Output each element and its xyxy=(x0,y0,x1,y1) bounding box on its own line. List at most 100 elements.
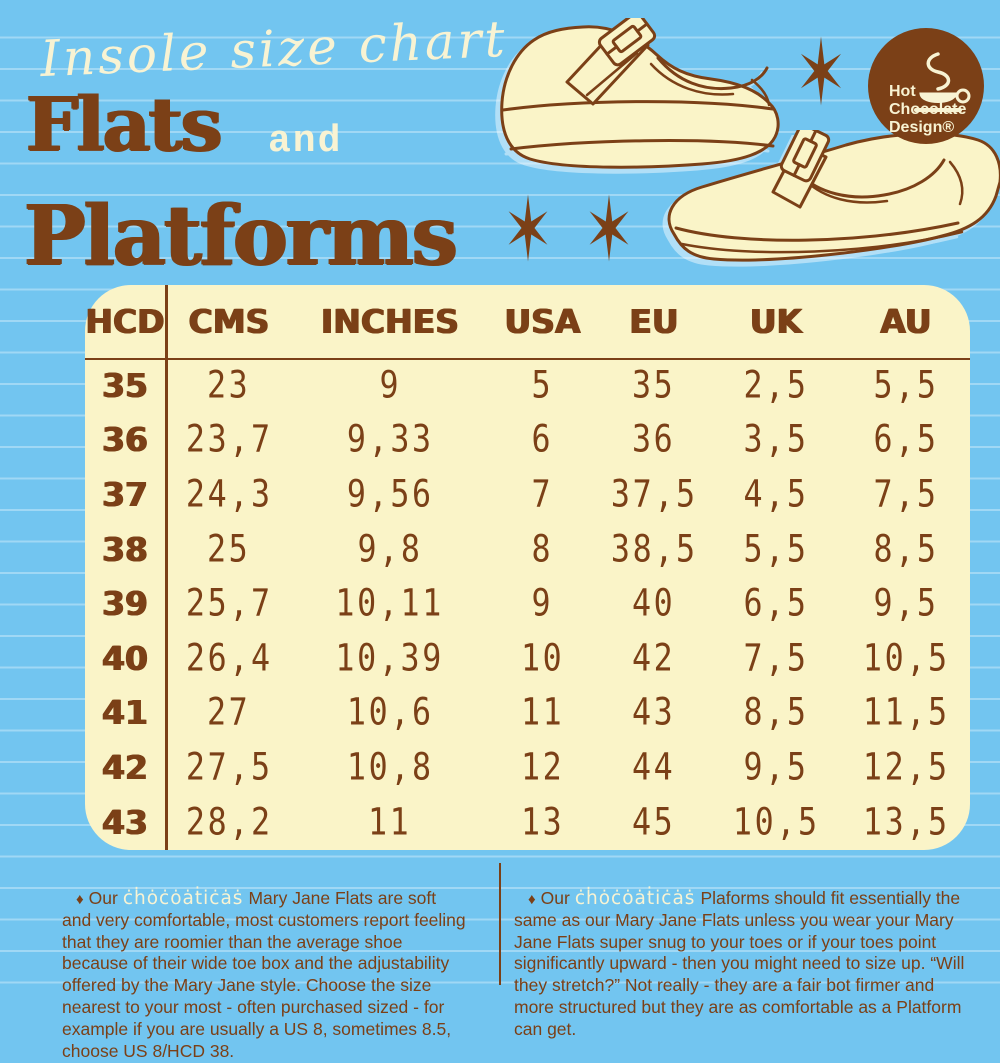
title-platforms: Platforms xyxy=(24,188,458,284)
size-row-hcd: 39 xyxy=(102,584,148,624)
size-table-panel: HCD CMS INCHES USA EU UK AU 35 23 9 5 35 2,5 5… xyxy=(85,285,970,850)
size-cell: 10,8 xyxy=(346,745,434,789)
size-cell: 10 xyxy=(520,636,565,680)
size-cell: 24,3 xyxy=(185,472,273,517)
footnote-prefix: Our xyxy=(540,887,570,908)
size-cell: 38,5 xyxy=(610,527,698,571)
size-cell: 11,5 xyxy=(862,691,950,735)
size-cell: 11 xyxy=(520,691,565,735)
size-cell: 45 xyxy=(632,800,676,844)
size-cell: 10,5 xyxy=(862,636,950,680)
footnote-divider xyxy=(499,863,501,985)
size-cell: 37,5 xyxy=(610,472,698,517)
size-cell: 5,5 xyxy=(873,363,939,407)
star-icon xyxy=(800,36,842,106)
size-cell: 44 xyxy=(632,745,676,789)
size-cell: 10,6 xyxy=(346,691,434,735)
size-row-hcd: 36 xyxy=(102,420,148,460)
size-row-hcd: 43 xyxy=(102,802,148,842)
size-cell: 4,5 xyxy=(743,472,809,517)
footnote-platforms: ♦ Our ċḣȯċȯȧṫiċȧṡ Plaforms should fit essen… xyxy=(514,887,966,1041)
logo-text-line1: Hot xyxy=(889,83,916,100)
size-cell: 36 xyxy=(632,418,676,462)
size-cell: 9 xyxy=(379,363,401,407)
size-cell: 43 xyxy=(632,691,676,735)
column-header-usa: USA xyxy=(504,302,581,341)
size-cell: 7 xyxy=(531,472,554,517)
footnote-text: Plaforms should fit essentially the same… xyxy=(514,887,965,1040)
size-cell: 26,4 xyxy=(185,636,273,680)
title-and: and xyxy=(268,120,343,163)
hot-chocolate-design-logo: Hot Chocolate Design® xyxy=(868,28,984,144)
brand-word-chocolaticas: ċḣȯċȯȧṫiċȧṡ xyxy=(574,887,696,909)
header-row-divider xyxy=(85,358,970,360)
buckle-icon xyxy=(597,18,657,67)
title-flats: Flats xyxy=(26,82,222,168)
platform-shoe-illustration xyxy=(500,18,780,169)
size-row-hcd: 38 xyxy=(102,529,148,569)
flat-shoe-illustration xyxy=(667,130,1000,262)
star-icon xyxy=(508,194,548,262)
size-cell: 27,5 xyxy=(185,745,273,789)
size-cell: 9,33 xyxy=(346,418,434,462)
size-cell: 9,56 xyxy=(346,472,434,517)
size-row-hcd: 35 xyxy=(102,365,148,405)
hcd-column-divider xyxy=(165,285,168,850)
footnote-flats: ♦ Our ċḣȯċȯȧṫiċȧṡ Mary Jane Flats are soft … xyxy=(62,887,470,1063)
column-header-hcd: HCD xyxy=(85,302,165,341)
size-table: HCD CMS INCHES USA EU UK AU 35 23 9 5 35 2,5 5… xyxy=(85,285,970,850)
logo-text-line2: Chocolate xyxy=(889,101,966,118)
column-header-eu: EU xyxy=(629,302,679,341)
size-cell: 35 xyxy=(632,363,676,407)
size-cell: 6 xyxy=(531,418,554,462)
size-cell: 10,11 xyxy=(335,582,445,626)
size-cell: 11 xyxy=(368,800,412,844)
diamond-bullet-icon: ♦ xyxy=(76,890,84,908)
size-cell: 9,5 xyxy=(743,745,809,789)
size-cell: 23,7 xyxy=(185,418,273,462)
size-cell: 8,5 xyxy=(873,527,939,571)
logo-circle xyxy=(868,28,984,144)
size-cell: 13,5 xyxy=(862,800,950,844)
size-cell: 13 xyxy=(520,800,565,844)
column-header-uk: UK xyxy=(749,302,803,341)
size-cell: 42 xyxy=(632,636,676,680)
logo-text-line3: Design® xyxy=(889,119,954,136)
column-header-cms: CMS xyxy=(188,302,270,341)
size-cell: 6,5 xyxy=(873,418,939,462)
size-cell: 9 xyxy=(531,582,554,626)
size-row-hcd: 41 xyxy=(102,693,148,733)
size-cell: 5 xyxy=(531,363,554,407)
size-cell: 28,2 xyxy=(185,800,273,844)
size-cell: 10,39 xyxy=(335,636,445,680)
column-header-au: AU xyxy=(880,302,932,341)
size-cell: 25 xyxy=(207,527,251,571)
size-cell: 8 xyxy=(531,527,554,571)
diamond-bullet-icon: ♦ xyxy=(528,890,536,908)
size-cell: 9,8 xyxy=(357,527,423,571)
star-icon xyxy=(589,194,629,262)
page-title-script: Insole size chart xyxy=(38,9,509,89)
size-cell: 9,5 xyxy=(873,582,939,626)
size-cell: 3,5 xyxy=(743,418,809,462)
footnote-prefix: Our xyxy=(88,887,118,908)
size-cell: 6,5 xyxy=(743,582,809,626)
size-cell: 27 xyxy=(207,691,251,735)
size-cell: 10,5 xyxy=(732,800,820,844)
size-row-hcd: 37 xyxy=(102,474,148,514)
size-cell: 12 xyxy=(520,745,565,789)
footnote-text: Mary Jane Flats are soft and very comfor… xyxy=(62,887,466,1061)
hot-chocolate-cup-icon xyxy=(914,52,971,112)
column-header-inches: INCHES xyxy=(320,302,460,341)
size-cell: 8,5 xyxy=(743,691,809,735)
buckle-icon xyxy=(779,130,831,183)
size-row-hcd: 42 xyxy=(102,747,148,787)
size-cell: 23 xyxy=(207,363,251,407)
size-cell: 7,5 xyxy=(873,472,939,517)
size-cell: 40 xyxy=(632,582,676,626)
size-cell: 5,5 xyxy=(743,527,809,571)
size-row-hcd: 40 xyxy=(102,638,148,678)
brand-word-chocolaticas: ċḣȯċȯȧṫiċȧṡ xyxy=(122,887,244,909)
size-cell: 12,5 xyxy=(862,745,950,789)
size-cell: 25,7 xyxy=(185,582,273,626)
